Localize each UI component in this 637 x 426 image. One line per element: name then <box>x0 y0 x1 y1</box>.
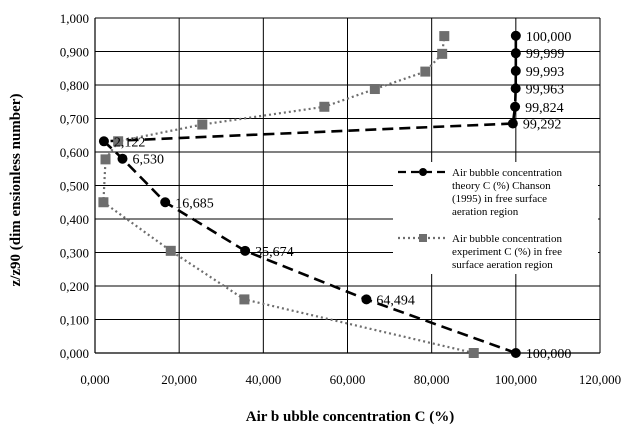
data-label: 16,685 <box>175 196 214 211</box>
y-tick-label: 0,600 <box>60 145 89 160</box>
y-tick-label: 0,300 <box>60 246 89 261</box>
x-tick-label: 20,000 <box>161 372 197 387</box>
legend-marker-circle <box>419 168 427 176</box>
data-point-square <box>100 154 111 165</box>
legend-entry-text: aeration region <box>452 206 519 218</box>
x-tick-label: 0,000 <box>80 372 109 387</box>
y-tick-label: 0,200 <box>60 279 89 294</box>
tick-labels: 0,000 0,100 0,200 0,300 0,400 0,500 0,600 0,700… <box>60 11 621 387</box>
x-tick-label: 40,000 <box>245 372 281 387</box>
data-point-square <box>98 197 109 208</box>
data-point-square <box>319 101 330 112</box>
x-tick-label: 60,000 <box>330 372 366 387</box>
data-point-square <box>165 245 176 256</box>
data-point-circle <box>98 136 109 147</box>
legend-entry-text: theory C (%) Chanson <box>452 180 551 192</box>
data-point-circle <box>361 294 372 305</box>
x-tick-label: 100,000 <box>495 372 537 387</box>
data-label: 99,999 <box>526 47 565 62</box>
data-point-square <box>468 348 479 358</box>
data-point-circle <box>510 348 521 358</box>
data-label: 100,000 <box>526 30 572 45</box>
data-point-square <box>437 48 448 59</box>
y-tick-label: 0,400 <box>60 212 89 227</box>
data-point-circle <box>240 245 251 256</box>
y-tick-label: 0,700 <box>60 112 89 127</box>
legend-box <box>393 162 598 274</box>
x-tick-label: 120,000 <box>579 372 621 387</box>
y-tick-label: 0,500 <box>60 179 89 194</box>
data-label: 99,993 <box>526 65 565 80</box>
data-point-square <box>439 31 450 42</box>
y-tick-label: 0,900 <box>60 45 89 60</box>
legend-marker-square <box>419 234 427 242</box>
data-point-square <box>197 119 208 130</box>
y-axis-title: z/z90 (dim ensionless number) <box>8 94 24 287</box>
data-point-circle <box>510 83 521 94</box>
legend-entry-text: experiment C (%) in free <box>452 246 562 258</box>
y-tick-label: 0,100 <box>60 313 89 328</box>
data-point-circle <box>510 65 521 76</box>
data-label: 99,963 <box>526 82 565 97</box>
x-axis-title: Air b ubble concentration C (%) <box>246 409 454 425</box>
data-label: 99,292 <box>523 118 562 133</box>
x-tick-label: 80,000 <box>414 372 450 387</box>
y-tick-label: 0,000 <box>60 346 89 361</box>
data-label: 99,824 <box>525 101 564 116</box>
legend-entry-text: (1995) in free surface <box>452 193 547 205</box>
legend-entry-text: Air bubble concentration <box>452 233 562 245</box>
data-point-circle <box>510 30 521 41</box>
data-label: 6,530 <box>132 153 164 168</box>
data-point-square <box>113 136 124 147</box>
data-point-circle <box>507 118 518 129</box>
data-label: 100,000 <box>526 347 572 362</box>
data-point-circle <box>160 197 171 208</box>
data-label: 35,674 <box>255 245 294 260</box>
legend-entry-text: Air bubble concentration <box>452 167 562 179</box>
data-point-circle <box>510 101 521 112</box>
y-tick-label: 1,000 <box>60 11 89 26</box>
data-label: 64,494 <box>376 293 415 308</box>
data-point-circle <box>510 48 521 59</box>
data-point-square <box>420 66 431 77</box>
data-labels: 100,000 64,494 35,674 16,685 6,530 2,122 99,29… <box>114 30 571 362</box>
data-point-circle <box>117 153 128 164</box>
y-tick-label: 0,800 <box>60 78 89 93</box>
data-point-square <box>239 294 250 305</box>
data-point-square <box>369 84 380 95</box>
data-label: 2,122 <box>114 135 146 150</box>
series-layer <box>98 30 521 358</box>
legend-entry-text: surface aeration region <box>452 259 553 271</box>
